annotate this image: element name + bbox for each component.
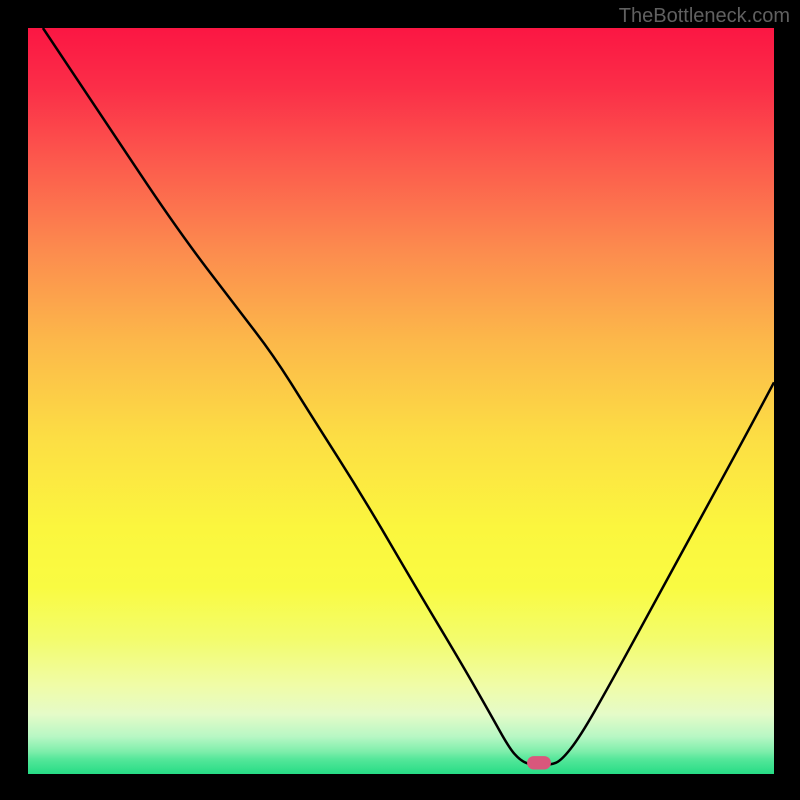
plot-area	[28, 28, 774, 774]
gradient-background	[28, 28, 774, 774]
chart-svg	[28, 28, 774, 774]
watermark-text: TheBottleneck.com	[619, 5, 790, 28]
minimum-marker	[527, 756, 551, 769]
